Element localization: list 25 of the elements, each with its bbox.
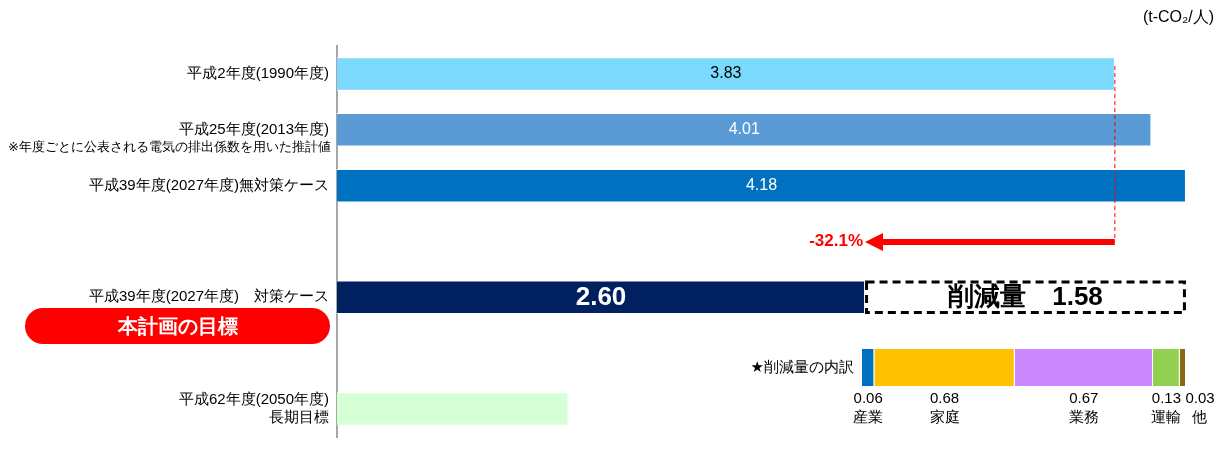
y-tick-label: ★削減量の内訳 — [750, 357, 854, 375]
data-label: 削減量 1.58 — [947, 280, 1103, 311]
y-tick-label: 平成62年度(2050年度) 長期目標 — [178, 390, 329, 426]
data-label: 0.67 — [1069, 389, 1099, 407]
y-tick-label: 平成25年度(2013年度) — [178, 119, 329, 137]
y-tick-label: 平成2年度(1990年度) — [187, 64, 329, 82]
y-tick-label: 平成39年度(2027年度)無対策ケース — [88, 175, 329, 193]
text: ※年度ごとに公表される電気の排出係数を用いた推計値 — [8, 139, 331, 155]
series-label: 運輸 — [1151, 408, 1182, 426]
series-label: 産業 — [853, 408, 884, 426]
data-label: 0.06 — [853, 389, 883, 407]
series-label: 業務 — [1068, 408, 1099, 426]
data-label: 4.18 — [745, 176, 778, 194]
x-axis-title: (t-CO₂/人) — [1142, 8, 1214, 26]
data-label: 0.03 — [1185, 389, 1215, 407]
series-label: 家庭 — [929, 408, 960, 426]
goal-badge: 本計画の目標 — [25, 308, 330, 344]
data-label: 4.01 — [728, 120, 760, 138]
series-label: 他 — [1192, 408, 1208, 426]
annotation: -32.1% — [809, 231, 864, 251]
y-tick-label: 平成39年度(2027年度) 対策ケース — [88, 287, 329, 305]
data-label: 2.60 — [575, 280, 627, 311]
data-label: 0.68 — [929, 389, 960, 407]
data-label: 0.13 — [1151, 389, 1181, 407]
data-label: 3.83 — [710, 64, 742, 82]
